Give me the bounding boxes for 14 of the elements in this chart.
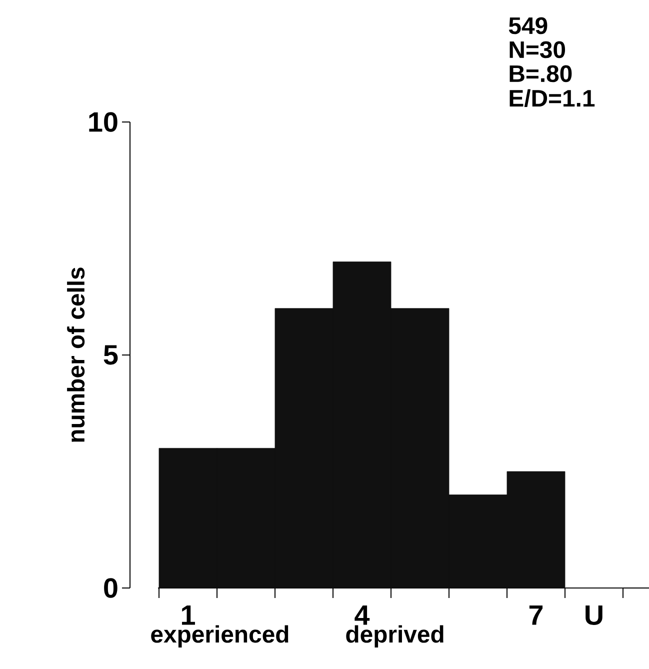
x-tick-label: 1 (182, 606, 195, 625)
text: E/D=1.1 (510, 89, 595, 108)
y-tick-label: 0 (104, 578, 118, 598)
x-tick-label: 7 (529, 606, 543, 625)
text: N=30 (510, 41, 566, 58)
y-tick-label: 5 (104, 345, 118, 365)
text: 549 (508, 17, 548, 34)
text: B=.80 (510, 65, 572, 82)
text: deprived (346, 625, 444, 648)
text: experienced (151, 625, 288, 648)
y-axis-title: number of cells (67, 268, 85, 442)
y-tick-label: 10 (89, 112, 118, 132)
x-tick-label: U (586, 606, 602, 625)
x-tick-label: 4 (354, 606, 370, 625)
